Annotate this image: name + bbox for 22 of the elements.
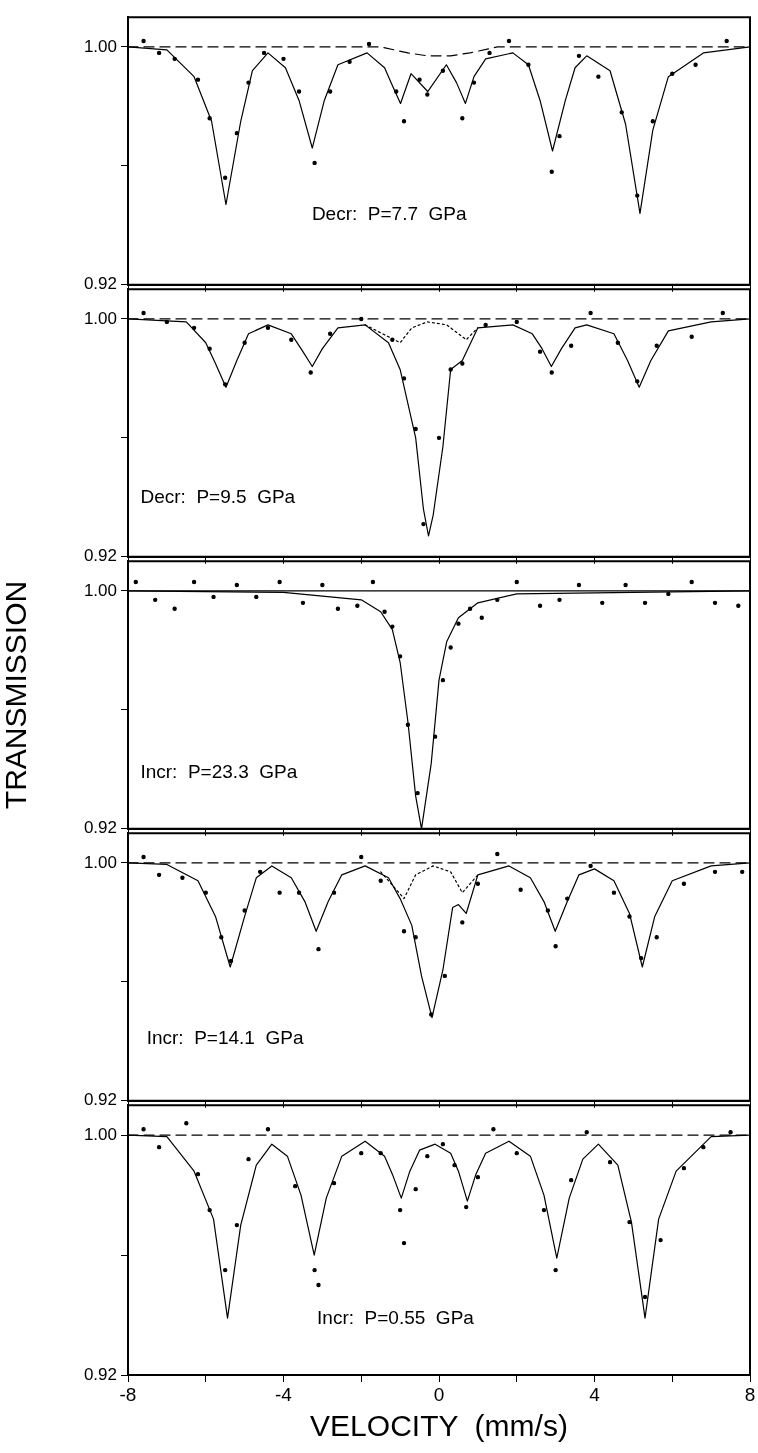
y-tick-label: 0.92 (83, 818, 117, 838)
y-tick-label: 0.92 (83, 274, 117, 294)
y-tick-label: 0.92 (83, 1090, 117, 1110)
annotation: Incr: P=23.3 GPa (140, 760, 298, 782)
y-tick-label: 1.00 (83, 580, 117, 600)
y-axis-title: TRANSMISSION (0, 580, 33, 810)
x-tick-label: 8 (744, 1383, 756, 1405)
y-tick-label: 0.92 (83, 546, 117, 566)
x-axis-title: VELOCITY (mm/s) (310, 1409, 568, 1443)
y-tick-label: 1.00 (83, 36, 117, 56)
x-tick-label: -8 (119, 1383, 137, 1405)
annotation: Incr: P=14.1 GPa (146, 1027, 304, 1049)
y-tick-label: 1.00 (83, 852, 117, 872)
x-tick-label: 0 (433, 1383, 445, 1405)
annotation: Decr: P=9.5 GPa (140, 486, 296, 508)
annotation: Incr: P=0.55 GPa (317, 1306, 475, 1328)
y-tick-label: 1.00 (83, 308, 117, 328)
y-tick-label: 0.92 (83, 1364, 117, 1384)
y-tick-label: 1.00 (83, 1124, 117, 1144)
x-tick-label: -4 (275, 1383, 293, 1405)
annotation: Decr: P=7.7 GPa (311, 203, 468, 225)
x-tick-label: 4 (589, 1383, 601, 1405)
